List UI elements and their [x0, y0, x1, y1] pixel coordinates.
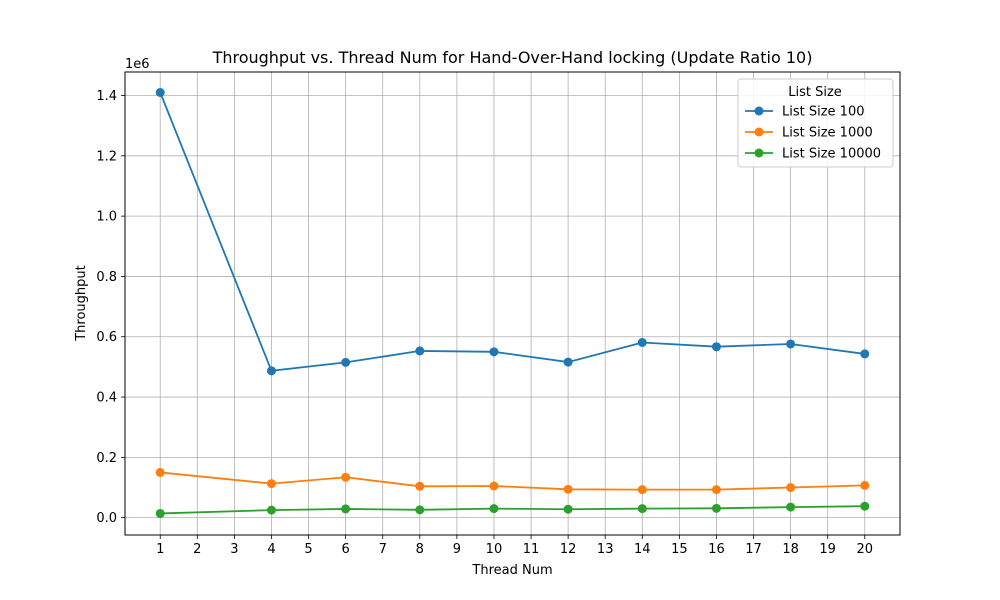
plot-frame	[124, 71, 901, 536]
series-line-2	[160, 471, 865, 491]
x-tick-label: 3	[230, 542, 238, 557]
data-point-series-3	[155, 508, 165, 518]
x-tick-label: 14	[634, 542, 651, 557]
data-point-series-3	[489, 504, 499, 514]
grid	[125, 72, 900, 535]
data-point-series-1	[711, 342, 721, 352]
data-point-series-1	[563, 357, 573, 367]
y-tick-label: 1.0	[96, 210, 117, 225]
y-tick-label: 0.6	[96, 330, 117, 345]
x-tick-label: 11	[523, 542, 540, 557]
series-line-3	[160, 505, 865, 515]
y-axis-label: Throughput	[74, 265, 89, 342]
x-tick-label: 10	[486, 542, 503, 557]
x-axis-label: Thread Num	[471, 563, 552, 578]
data-point-series-2	[563, 484, 573, 494]
series-layer	[155, 88, 870, 518]
data-point-series-1	[341, 357, 351, 367]
data-point-series-2	[637, 485, 647, 495]
data-point-series-2	[489, 481, 499, 491]
y-tick-label: 0.2	[96, 451, 117, 466]
data-point-series-2	[155, 467, 165, 477]
data-point-series-3	[563, 504, 573, 514]
y-tick-label: 0.4	[96, 391, 117, 406]
data-point-series-1	[860, 349, 870, 359]
data-point-series-2	[711, 485, 721, 495]
x-tick-label: 5	[304, 542, 312, 557]
x-tick-label: 4	[267, 542, 275, 557]
x-tick-label: 20	[856, 542, 873, 557]
legend-marker-3	[754, 148, 764, 158]
x-tick-label: 16	[708, 542, 725, 557]
data-point-series-1	[266, 366, 276, 376]
legend-label-1: List Size 100	[782, 105, 865, 120]
data-point-series-3	[341, 504, 351, 514]
x-tick-label: 12	[560, 542, 577, 557]
x-tick-label: 2	[193, 542, 201, 557]
x-tick-label: 17	[745, 542, 762, 557]
data-point-series-1	[637, 337, 647, 347]
data-point-series-2	[415, 481, 425, 491]
data-point-series-1	[786, 339, 796, 349]
data-point-series-3	[711, 503, 721, 513]
data-point-series-3	[266, 505, 276, 515]
data-point-series-3	[637, 504, 647, 514]
x-tick-label: 6	[341, 542, 349, 557]
x-tick-label: 8	[416, 542, 424, 557]
legend-label-2: List Size 1000	[782, 126, 873, 141]
legend-label-3: List Size 10000	[782, 147, 881, 162]
x-tick-label: 1	[156, 542, 164, 557]
legend-title: List Size	[788, 85, 842, 100]
x-tick-label: 15	[671, 542, 688, 557]
legend-items: List Size 100 List Size 1000 List Size 100…	[745, 105, 881, 162]
y-offset-label: 1e6	[125, 57, 150, 72]
data-point-series-3	[786, 502, 796, 512]
legend-marker-1	[754, 106, 764, 116]
y-tick-label: 1.4	[96, 89, 117, 104]
axis-ticks: 1 2 3 4 5 6 7 8 9 10 11 12 13 14 15 16 17 18 19 200.00.20.4…	[96, 89, 873, 557]
data-point-series-2	[266, 479, 276, 489]
x-tick-label: 13	[597, 542, 614, 557]
x-tick-label: 9	[453, 542, 461, 557]
x-tick-label: 19	[819, 542, 836, 557]
y-tick-label: 0.8	[96, 270, 117, 285]
chart-title: Throughput vs. Thread Num for Hand-Over-…	[212, 48, 813, 67]
legend-box	[737, 78, 894, 168]
x-tick-label: 18	[782, 542, 799, 557]
data-point-series-1	[155, 88, 165, 98]
series-line-1	[159, 92, 865, 372]
y-tick-label: 0.0	[96, 511, 117, 526]
y-tick-label: 1.2	[96, 149, 117, 164]
data-point-series-1	[489, 347, 499, 357]
data-point-series-3	[415, 505, 425, 515]
legend-marker-2	[754, 127, 764, 137]
data-point-series-3	[860, 501, 870, 511]
data-point-series-2	[860, 480, 870, 490]
data-point-series-2	[341, 472, 351, 482]
data-point-series-1	[415, 346, 425, 356]
data-point-series-2	[786, 483, 796, 493]
x-tick-label: 7	[379, 542, 387, 557]
